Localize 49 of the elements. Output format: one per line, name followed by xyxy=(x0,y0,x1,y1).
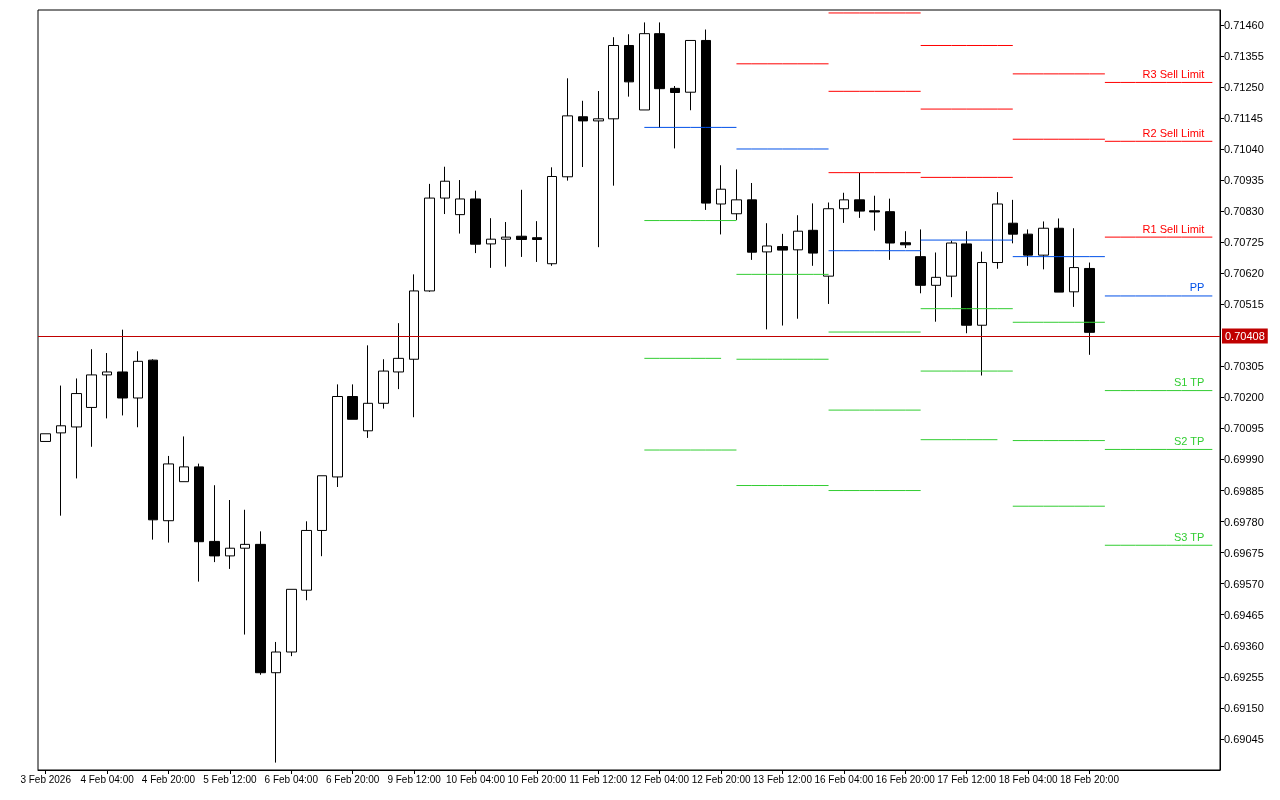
x-tick-label: 18 Feb 04:00 xyxy=(998,773,1059,785)
x-tick-label: 4 Feb 20:00 xyxy=(141,773,196,785)
x-tick-label: 11 Feb 12:00 xyxy=(569,773,628,785)
series-label: S1 TP xyxy=(1173,376,1205,389)
x-tick-label: 12 Feb 20:00 xyxy=(691,773,752,785)
x-tick-label: 6 Feb 04:00 xyxy=(264,773,319,785)
x-tick-label: 16 Feb 20:00 xyxy=(875,773,936,785)
y-tick-label: 0.71460 xyxy=(1224,18,1264,31)
y-tick-label: 0.69885 xyxy=(1224,484,1264,497)
series-label: PP xyxy=(1189,281,1205,294)
series-label: R1 Sell Limit xyxy=(1142,222,1205,235)
y-tick-label: 0.70830 xyxy=(1224,205,1264,218)
series-label: R3 Sell Limit xyxy=(1142,67,1205,80)
x-tick-label: 9 Feb 12:00 xyxy=(387,773,442,785)
x-tick-label: 13 Feb 12:00 xyxy=(753,773,813,785)
y-tick-label: 0.69360 xyxy=(1224,639,1264,652)
y-tick-label: 0.71040 xyxy=(1224,142,1264,155)
y-tick-label: 0.70305 xyxy=(1224,360,1264,373)
y-tick-label: 0.69990 xyxy=(1224,453,1264,466)
x-tick-label: 10 Feb 20:00 xyxy=(507,773,567,785)
series-label: S2 TP xyxy=(1173,434,1205,447)
series-label: S3 TP xyxy=(1173,530,1205,543)
x-tick-label: 18 Feb 20:00 xyxy=(1060,773,1120,785)
x-tick-label: 5 Feb 12:00 xyxy=(203,773,258,785)
y-tick-label: 0.69780 xyxy=(1224,515,1264,528)
y-tick-label: 0.70725 xyxy=(1224,236,1264,249)
y-tick-label: 0.71145 xyxy=(1224,111,1263,124)
series-label: R2 Sell Limit xyxy=(1142,126,1205,139)
x-tick-label: 3 Feb 2026 xyxy=(20,773,72,785)
y-tick-label: 0.70515 xyxy=(1224,298,1264,311)
x-tick-label: 10 Feb 04:00 xyxy=(446,773,506,785)
x-tick-label: 6 Feb 20:00 xyxy=(326,773,380,785)
x-tick-label: 4 Feb 04:00 xyxy=(80,773,135,785)
y-tick-label: 0.69465 xyxy=(1224,608,1264,621)
x-tick-label: 17 Feb 12:00 xyxy=(937,773,997,785)
x-tick-label: 16 Feb 04:00 xyxy=(814,773,874,785)
y-tick-label: 0.71355 xyxy=(1224,49,1264,62)
y-tick-label: 0.70935 xyxy=(1224,174,1264,187)
ref-line-label: 0.70408 xyxy=(1225,329,1265,342)
y-tick-label: 0.69255 xyxy=(1224,670,1264,683)
y-tick-label: 0.69570 xyxy=(1224,577,1264,590)
x-tick-label: 12 Feb 04:00 xyxy=(630,773,690,785)
y-tick-label: 0.69045 xyxy=(1224,732,1264,745)
y-tick-label: 0.70200 xyxy=(1224,391,1264,404)
y-tick-label: 0.71250 xyxy=(1224,80,1264,93)
y-tick-label: 0.70095 xyxy=(1224,422,1264,435)
y-tick-label: 0.69150 xyxy=(1224,701,1264,714)
y-tick-label: 0.69675 xyxy=(1224,546,1264,559)
y-tick-label: 0.70620 xyxy=(1224,267,1264,280)
